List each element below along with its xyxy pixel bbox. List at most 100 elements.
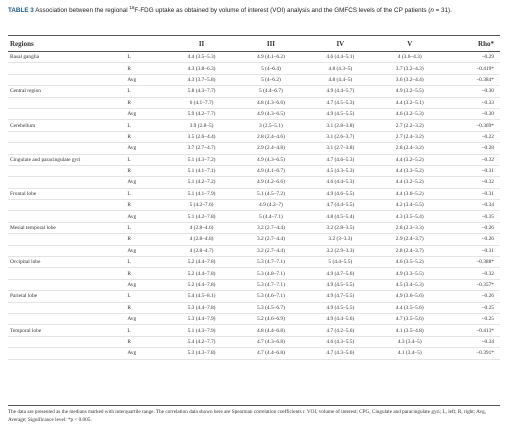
table-row: Avg 5.3 (4.4–7.9) 5.2 (4.6–6.9) 4.9 (4.4–5.… [8,313,500,326]
value-cell: 5.4 (4.5–8.1) [166,290,237,303]
side-cell: R [127,97,167,109]
value-cell: 5.4 (4.2–7.7) [166,336,237,349]
value-cell: 4.4 (3.6–5.2) [375,188,445,201]
table-row: Avg 5.1 (4.2–7.2) 4.9 (4.2–6.6) 4.6 (4.4–5.… [8,176,500,189]
value-cell: 4.1 (3.4–5) [375,347,445,360]
value-cell: 4.6 (4.3–5.5) [305,336,376,349]
region-cell: Temporal lobe [8,324,128,337]
value-cell: −0.32 [444,176,500,189]
value-cell: −0.34 [444,336,500,349]
value-cell: 4.9 (4.3–6.5) [236,108,306,121]
table-row: Parietal lobe L 5.4 (4.5–8.1) 5.3 (4.6–7.1)… [8,290,500,303]
table-row: Avg 5.2 (4.4–7.8) 5.3 (4.7–7.1) 4.9 (4.5–5.… [8,279,500,292]
region-cell: Central region [8,85,128,98]
side-cell: R [127,302,167,315]
value-cell: 5.3 (4.6–7.1) [236,290,306,303]
value-cell: −0.26 [444,290,500,303]
value-cell: 5 (4.4–6.7) [236,85,306,98]
value-cell: 4.7 (4.2–5.6) [305,324,376,337]
caption-text: = 31). [433,7,452,15]
value-cell: 4.9 (4.5–5.5) [305,108,376,121]
table-row: Avg 5.9 (4.2–7.7) 4.9 (4.3–6.5) 4.9 (4.5–5.… [8,108,500,121]
side-cell: L [127,188,167,201]
value-cell: 3 (2.5–5.1) [236,119,306,132]
value-cell: 4.3 (3.5–5.4) [375,210,445,223]
side-cell: L [127,119,167,132]
header-cell: Rho* [444,35,500,52]
value-cell: −0.25 [444,313,500,326]
value-cell: 5 (4–6.2) [236,74,306,87]
side-cell: Avg [127,347,167,360]
value-cell: −0.31 [444,165,500,178]
side-cell: R [127,131,167,144]
table-row: Avg 4 (2.8–4.7) 3.2 (2.7–4.4) 3.2 (2.9–3.3)… [8,245,500,258]
empty-cell [8,176,128,189]
value-cell: 5.1 (4.2–7.8) [166,210,237,223]
table-row: Avg 5.1 (4.2–7.8) 5 (4.4–7.1) 4.8 (4.5–5.4)… [8,210,500,223]
side-cell: Avg [127,74,167,87]
value-cell: −0.31 [444,188,500,201]
value-cell: 4.9 (4.1–6.2) [236,51,306,64]
value-cell: 3.2 (2.7–4.4) [236,245,306,258]
table-row: Mesial temporal lobe L 4 (2.8–4.6) 3.2 (2.7… [8,222,500,235]
header-cell: III [236,35,306,52]
value-cell: 5 (4.2–7.6) [166,199,237,212]
value-cell: 4.3 (3.7–5.8) [166,74,237,87]
value-cell: −0.413* [444,324,500,337]
value-cell: −0.26 [444,233,500,246]
value-cell: 4.5 (3.4–5.3) [375,279,445,292]
empty-cell [8,74,128,87]
header-row: Regions II III IV V Rho* [8,35,500,52]
region-cell: Cingulate and paracingulate gyri [8,154,128,166]
value-cell: 4.8 (4.5–5.4) [305,210,376,223]
value-cell: 5 (4–6.4) [236,62,306,75]
value-cell: 4.6 (3.5–5.2) [375,256,445,269]
side-cell: L [127,51,167,64]
value-cell: 5.3 (4.5–6.7) [236,302,306,315]
side-cell: L [127,256,167,269]
value-cell: 2.7 (2.2–3.2) [375,119,445,132]
value-cell: 6 (4.1–7.7) [166,97,237,109]
caption-label: TABLE 3 [8,7,34,15]
value-cell: 2.8 (2.4–3.7) [375,245,445,258]
side-cell: R [127,267,167,280]
value-cell: 4.4 (3.2–5.2) [375,176,445,189]
value-cell: 2.8 (2.3–3.3) [375,222,445,235]
empty-cell [8,131,128,144]
empty-cell [8,302,128,315]
value-cell: 5.3 (4.4–7.9) [166,313,237,326]
value-cell: 4.4 (3.3–5.2) [375,165,445,178]
value-cell: 3.2 (2.8–3.5) [305,222,376,235]
region-cell: Occipital lobe [8,256,128,269]
value-cell: 4.2 (3.4–5.5) [375,199,445,212]
value-cell: 4.9 (3.2–5.5) [375,85,445,98]
value-cell: −0.34 [444,199,500,212]
table-row: Basal ganglia L 4.4 (3.5–5.3) 4.9 (4.1–6.2)… [8,51,500,64]
value-cell: −0.26 [444,222,500,235]
table-row: R 3.5 (2.6–4.4) 2.8 (2.4–4.6) 3.1 (2.6–3.7)… [8,131,500,144]
value-cell: −0.369* [444,119,500,132]
value-cell: 4 (3.6–4.3) [375,51,445,64]
region-cell: Frontal lobe [8,188,128,201]
value-cell: 4.9 (4.5–5.5) [305,279,376,292]
table-row: Temporal lobe L 5.1 (4.3–7.9) 4.8 (4.4–6.8)… [8,324,500,337]
value-cell: −0.35 [444,210,500,223]
value-cell: 4.9 (4.1–6.7) [236,165,306,178]
value-cell: 5 (4.4–5.5) [305,256,376,269]
value-cell: 4.9 (4.6–5.5) [305,188,376,201]
value-cell: −0.32 [444,267,500,280]
table-row: R 5.1 (4.1–7.1) 4.9 (4.1–6.7) 4.5 (4.3–5.3)… [8,165,500,178]
table-row: R 5.3 (4.4–7.8) 5.3 (4.5–6.7) 4.9 (4.5–5.5)… [8,302,500,315]
value-cell: 5.1 (4.2–7.2) [166,176,237,189]
value-cell: −0.391* [444,347,500,360]
value-cell: −0.31 [444,245,500,258]
empty-cell [8,165,128,178]
side-cell: R [127,336,167,349]
caption-sup: 18 [129,5,135,10]
table-row: Avg 4.3 (3.7–5.8) 5 (4–6.2) 4.8 (4.4–5) 3.6 … [8,74,500,87]
value-cell: 5.1 (4.1–7.1) [166,165,237,178]
